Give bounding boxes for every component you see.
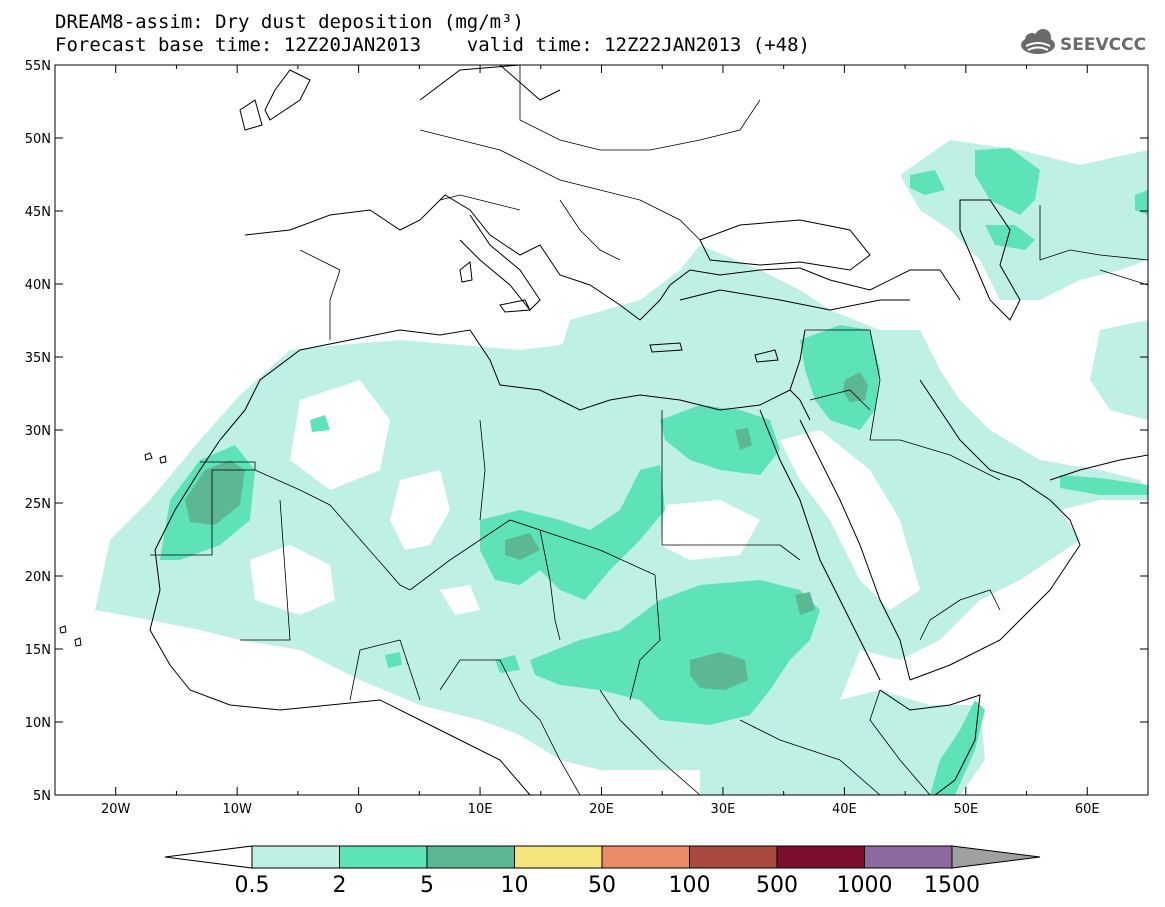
colorbar-label: 50 [588,873,616,898]
lat-label: 30N [25,424,51,439]
lon-label: 20W [101,802,131,817]
lat-label: 50N [25,132,51,147]
coastlines [59,65,1148,795]
colorbar-label: 1500 [924,873,980,898]
lon-label: 60E [1075,802,1100,817]
axis-ticks [54,64,1149,796]
lat-label: 45N [25,205,51,220]
lat-label: 20N [25,570,51,585]
lat-label: 35N [25,351,51,366]
lon-label: 50E [953,802,978,817]
colorbar-over-arrow [951,845,1041,869]
lat-label: 5N [33,789,51,804]
colorbar-swatch [776,845,865,869]
map-title: DREAM8-assim: Dry dust deposition (mg/m³… [55,11,524,33]
colorbar-label: 500 [756,873,798,898]
cloud-icon [1021,29,1055,54]
colorbar-label: 5 [420,873,434,898]
colorbar-label: 10 [501,873,529,898]
colorbar-label: 0.5 [235,873,270,898]
lat-label: 40N [25,278,51,293]
colorbar-swatch [514,845,603,869]
lon-label: 40E [832,802,857,817]
map-frame [54,64,1149,796]
colorbar-swatch [601,845,690,869]
colorbar-swatch [339,845,428,869]
forecast-time-line: Forecast base time: 12Z20JAN2013 valid t… [55,34,810,56]
colorbar-label: 1000 [837,873,893,898]
latitude-labels: 55N 50N 45N 40N 35N 30N 25N 20N 15N 10N 5N [25,59,51,804]
colorbar-swatch [864,845,953,869]
lon-label: 30E [711,802,736,817]
lat-label: 25N [25,497,51,512]
colorbar [164,845,1041,869]
longitude-labels: 20W 10W 0 10E 20E 30E 40E 50E 60E [101,802,1100,817]
colorbar-label: 100 [669,873,711,898]
colorbar-swatch [689,845,778,869]
deposition-level-5-10 [185,372,868,690]
country-borders [150,65,1148,795]
lon-label: 20E [589,802,614,817]
lat-label: 10N [25,716,51,731]
colorbar-swatch [251,845,340,869]
lon-label: 10W [222,802,252,817]
colorbar-label: 2 [333,873,347,898]
lat-label: 55N [25,59,51,74]
colorbar-swatch [426,845,515,869]
lon-label: 0 [354,802,362,817]
lat-label: 15N [25,643,51,658]
colorbar-under-arrow [164,845,253,869]
lon-label: 10E [468,802,493,817]
seevccc-logo: SEEVCCC [1021,29,1146,55]
logo-text: SEEVCCC [1060,35,1146,55]
dust-deposition-field [59,65,1148,795]
colorbar-labels: 0.5 2 5 10 50 100 500 1000 1500 [235,873,981,898]
